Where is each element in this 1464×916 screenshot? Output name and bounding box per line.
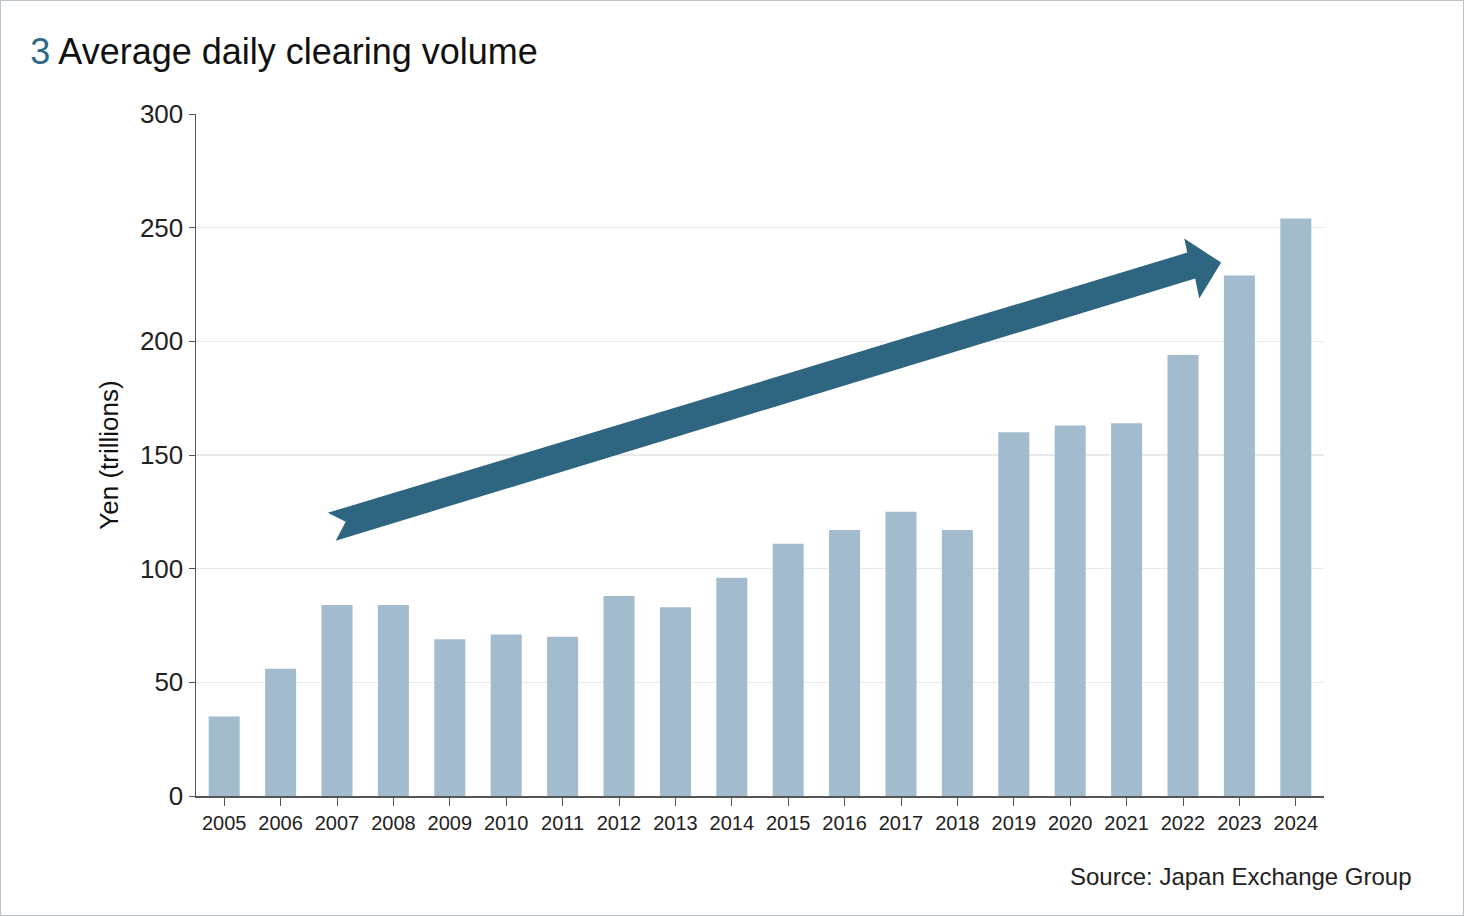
svg-text:2006: 2006	[258, 812, 303, 834]
svg-text:250: 250	[140, 213, 183, 243]
svg-text:Yen (trillions): Yen (trillions)	[94, 380, 124, 529]
svg-text:2020: 2020	[1048, 812, 1093, 834]
svg-text:2014: 2014	[710, 812, 755, 834]
svg-text:2023: 2023	[1217, 812, 1262, 834]
svg-text:2017: 2017	[879, 812, 924, 834]
svg-text:200: 200	[140, 326, 183, 356]
svg-text:2019: 2019	[992, 812, 1037, 834]
svg-text:2007: 2007	[315, 812, 360, 834]
svg-text:2009: 2009	[428, 812, 473, 834]
svg-text:2024: 2024	[1274, 812, 1319, 834]
svg-text:2011: 2011	[541, 812, 584, 834]
svg-text:2010: 2010	[484, 812, 529, 834]
svg-text:2021: 2021	[1104, 812, 1149, 834]
svg-text:2018: 2018	[935, 812, 980, 834]
svg-text:150: 150	[140, 440, 183, 470]
svg-text:50: 50	[154, 667, 183, 697]
svg-text:0: 0	[169, 781, 183, 811]
svg-text:Source: Japan Exchange Group: Source: Japan Exchange Group	[1070, 863, 1412, 890]
svg-text:100: 100	[140, 554, 183, 584]
svg-text:2022: 2022	[1161, 812, 1206, 834]
svg-text:3 Average daily clearing volum: 3 Average daily clearing volume	[30, 31, 538, 72]
svg-text:2015: 2015	[766, 812, 811, 834]
svg-text:2012: 2012	[597, 812, 642, 834]
svg-text:2008: 2008	[371, 812, 416, 834]
svg-text:2016: 2016	[822, 812, 867, 834]
svg-text:2005: 2005	[202, 812, 247, 834]
svg-text:2013: 2013	[653, 812, 698, 834]
svg-text:300: 300	[140, 99, 183, 129]
